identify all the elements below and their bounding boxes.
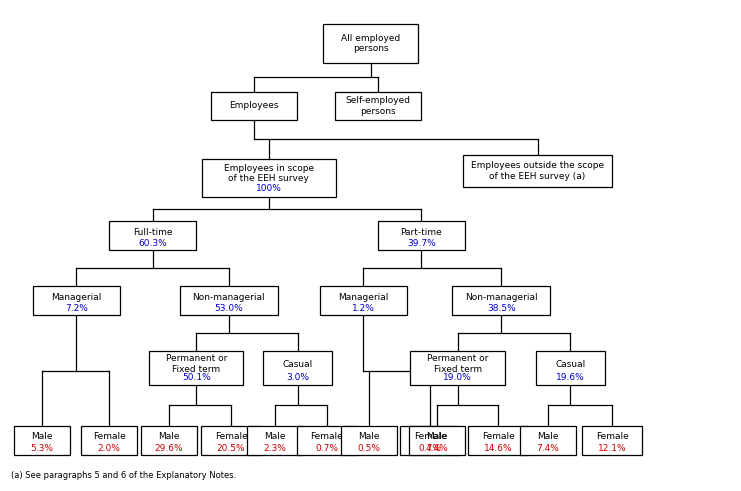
Text: Casual: Casual	[555, 360, 585, 369]
Text: All employed
persons: All employed persons	[341, 34, 400, 53]
FancyBboxPatch shape	[263, 352, 333, 385]
FancyBboxPatch shape	[33, 286, 120, 315]
Text: Female: Female	[413, 433, 446, 441]
FancyBboxPatch shape	[378, 221, 465, 250]
FancyBboxPatch shape	[247, 426, 302, 455]
FancyBboxPatch shape	[536, 352, 605, 385]
Text: Female: Female	[482, 433, 515, 441]
FancyBboxPatch shape	[519, 426, 576, 455]
Text: 53.0%: 53.0%	[215, 304, 243, 313]
Text: Permanent or
Fixed term: Permanent or Fixed term	[427, 355, 488, 374]
Text: Employees in scope
of the EEH survey: Employees in scope of the EEH survey	[224, 164, 314, 183]
Text: 0.7%: 0.7%	[316, 444, 339, 453]
Text: 38.5%: 38.5%	[487, 304, 516, 313]
FancyBboxPatch shape	[463, 155, 612, 187]
Text: Managerial: Managerial	[51, 293, 102, 302]
Text: Employees: Employees	[230, 102, 279, 110]
Text: Part-time: Part-time	[400, 228, 442, 237]
Text: 0.5%: 0.5%	[358, 444, 381, 453]
Text: 1.2%: 1.2%	[352, 304, 375, 313]
FancyBboxPatch shape	[468, 426, 528, 455]
Text: 39.7%: 39.7%	[407, 240, 436, 248]
Text: Male: Male	[32, 433, 53, 441]
Text: Employees outside the scope
of the EEH survey (a): Employees outside the scope of the EEH s…	[471, 161, 604, 181]
Text: Managerial: Managerial	[338, 293, 388, 302]
Text: 2.0%: 2.0%	[98, 444, 121, 453]
Text: Non-managerial: Non-managerial	[193, 293, 265, 302]
FancyBboxPatch shape	[81, 426, 137, 455]
Text: 12.1%: 12.1%	[598, 444, 627, 453]
Text: Male: Male	[359, 433, 380, 441]
FancyBboxPatch shape	[180, 286, 278, 315]
Text: Female: Female	[596, 433, 628, 441]
FancyBboxPatch shape	[202, 159, 336, 197]
Text: Self-employed
persons: Self-employed persons	[345, 96, 411, 116]
FancyBboxPatch shape	[141, 426, 196, 455]
FancyBboxPatch shape	[408, 426, 465, 455]
Text: Female: Female	[215, 433, 247, 441]
Text: Permanent or
Fixed term: Permanent or Fixed term	[165, 355, 227, 374]
FancyBboxPatch shape	[335, 91, 421, 120]
FancyBboxPatch shape	[323, 24, 418, 63]
Text: 0.7%: 0.7%	[419, 444, 442, 453]
FancyBboxPatch shape	[14, 426, 70, 455]
Text: 4.4%: 4.4%	[425, 444, 448, 453]
FancyBboxPatch shape	[400, 426, 460, 455]
Text: 29.6%: 29.6%	[154, 444, 183, 453]
Text: Female: Female	[93, 433, 125, 441]
Text: 20.5%: 20.5%	[217, 444, 245, 453]
FancyBboxPatch shape	[341, 426, 397, 455]
Text: 2.3%: 2.3%	[263, 444, 286, 453]
FancyBboxPatch shape	[411, 352, 505, 385]
Text: 19.6%: 19.6%	[556, 373, 585, 382]
FancyBboxPatch shape	[211, 91, 297, 120]
Text: Male: Male	[264, 433, 285, 441]
Text: Male: Male	[158, 433, 179, 441]
Text: Male: Male	[426, 433, 448, 441]
Text: 50.1%: 50.1%	[182, 373, 210, 382]
Text: 100%: 100%	[256, 185, 282, 193]
FancyBboxPatch shape	[149, 352, 243, 385]
Text: 7.4%: 7.4%	[536, 444, 559, 453]
Text: 3.0%: 3.0%	[286, 373, 310, 382]
Text: (a) See paragraphs 5 and 6 of the Explanatory Notes.: (a) See paragraphs 5 and 6 of the Explan…	[11, 471, 236, 480]
Text: Female: Female	[310, 433, 343, 441]
Text: 60.3%: 60.3%	[139, 240, 167, 248]
Text: 7.2%: 7.2%	[65, 304, 88, 313]
FancyBboxPatch shape	[319, 286, 407, 315]
Text: Non-managerial: Non-managerial	[465, 293, 537, 302]
FancyBboxPatch shape	[297, 426, 357, 455]
Text: 5.3%: 5.3%	[31, 444, 54, 453]
Text: 19.0%: 19.0%	[443, 373, 472, 382]
Text: 14.6%: 14.6%	[484, 444, 513, 453]
FancyBboxPatch shape	[582, 426, 642, 455]
FancyBboxPatch shape	[201, 426, 262, 455]
Text: Full-time: Full-time	[133, 228, 173, 237]
Text: Male: Male	[537, 433, 559, 441]
Text: Casual: Casual	[283, 360, 313, 369]
FancyBboxPatch shape	[109, 221, 196, 250]
FancyBboxPatch shape	[452, 286, 551, 315]
